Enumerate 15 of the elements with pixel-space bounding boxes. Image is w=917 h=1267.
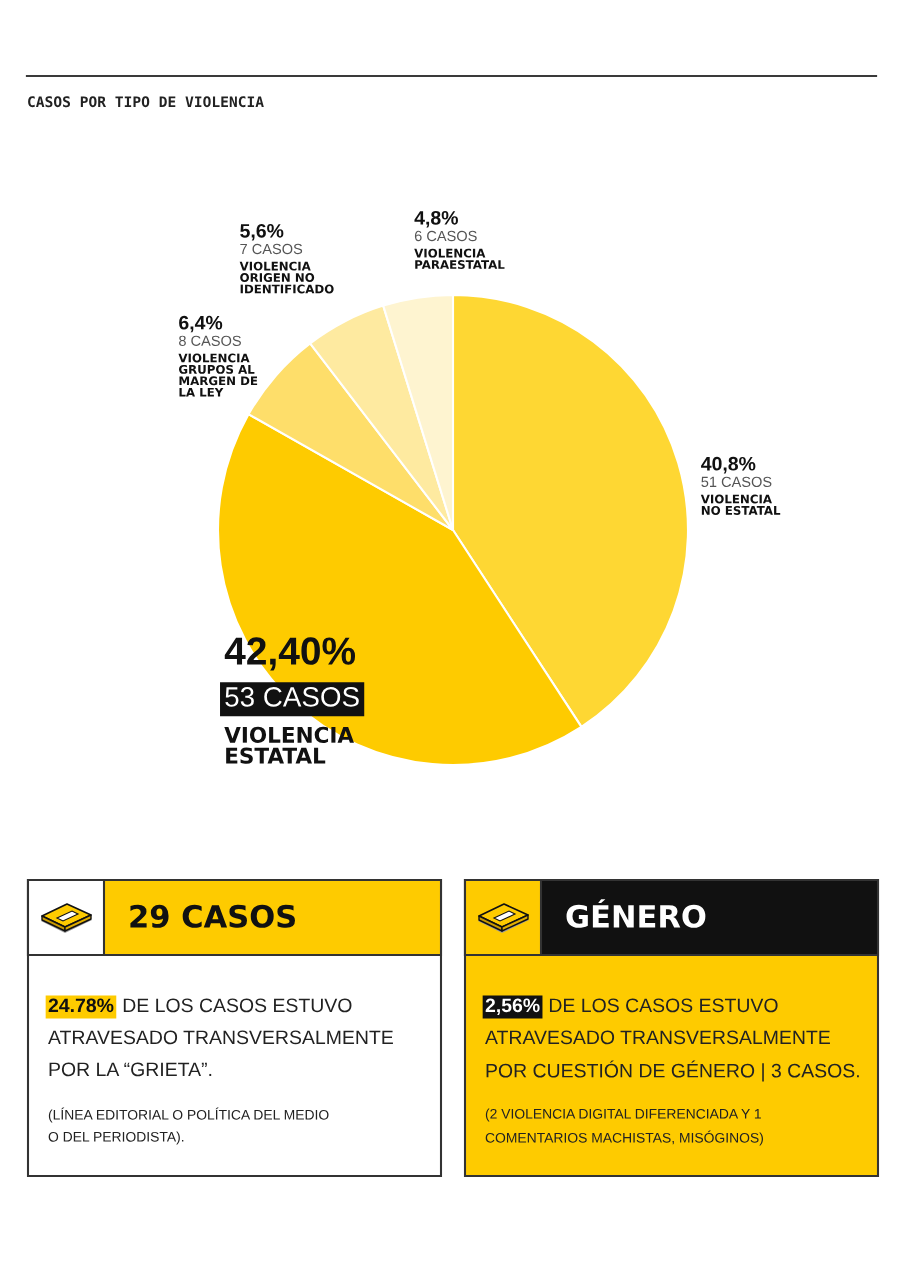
slice-label: VIOLENCIA NO ESTATAL [700,494,781,515]
data-label: 6,4% 8 CASOS [179,315,241,346]
chart-title: CASOS POR TIPO DE VIOLENCIA [28,96,264,108]
slice-label: VIOLENCIA GRUPOS AL MARGEN DE LA LEY [178,353,258,397]
text: 24.78% [48,998,114,1013]
data-label: 4,8% 6 CASOS [414,210,477,242]
text: (LÍNEA EDITORIAL O POLÍTICA DEL MEDIO O DEL PERIODISTA). [48,1107,329,1145]
data-label: 40,8% 51 CASOS [701,456,772,488]
text: GÉNERO [566,899,706,928]
text: (2 VIOLENCIA DIGITAL DIFERENCIADA Y 1 COMENTARIOS MACHISTAS, MISÓGINOS) [485,1108,763,1146]
text: 29 CASOS [130,904,295,928]
data-label: 5,6% 7 CASOS [240,223,303,255]
text: 2,56% [485,998,540,1016]
slice-label: VIOLENCIA ORIGEN NO IDENTIFICADO [239,261,334,294]
slice-label: VIOLENCIA PARAESTATAL [414,248,505,269]
